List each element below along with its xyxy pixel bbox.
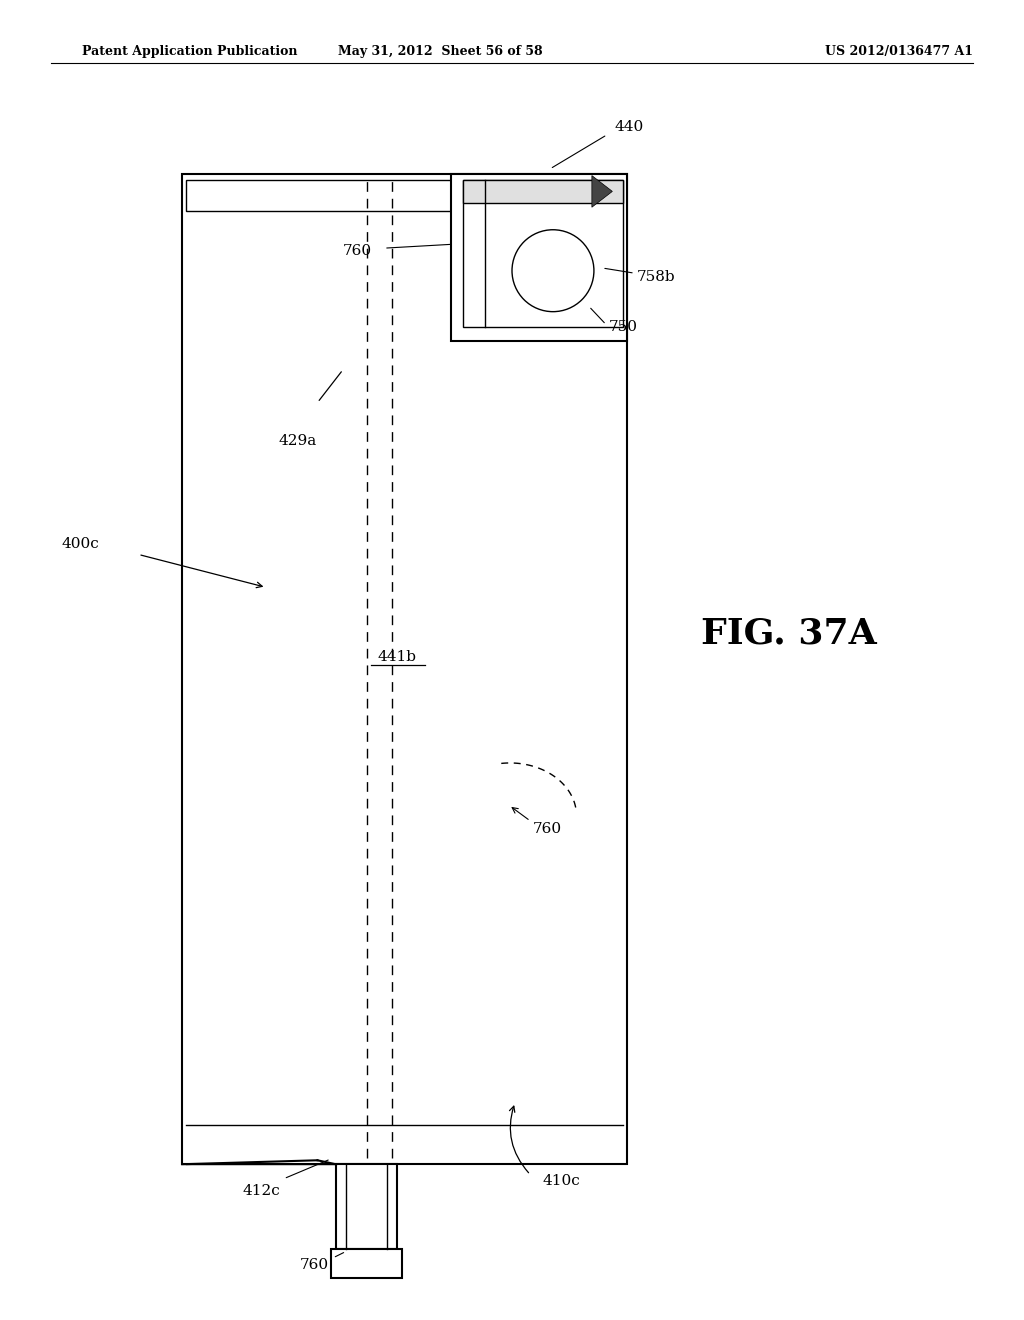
Text: 412c: 412c: [243, 1184, 281, 1197]
Text: 760: 760: [300, 1258, 329, 1271]
Text: 441b: 441b: [378, 651, 417, 664]
Text: 758b: 758b: [637, 271, 676, 284]
Polygon shape: [592, 176, 612, 207]
Text: 429a: 429a: [279, 434, 316, 447]
Bar: [336, 1164, 397, 1249]
Text: FIG. 37A: FIG. 37A: [700, 616, 877, 651]
Text: 440: 440: [614, 120, 644, 133]
Ellipse shape: [512, 230, 594, 312]
Text: May 31, 2012  Sheet 56 of 58: May 31, 2012 Sheet 56 of 58: [338, 45, 543, 58]
Bar: [182, 174, 627, 1164]
Text: 410c: 410c: [543, 1175, 581, 1188]
Bar: [186, 180, 623, 211]
Text: 750: 750: [608, 321, 637, 334]
Bar: [463, 180, 623, 327]
Text: US 2012/0136477 A1: US 2012/0136477 A1: [824, 45, 973, 58]
Bar: [331, 1249, 402, 1278]
Text: 760: 760: [343, 244, 372, 257]
Text: Patent Application Publication: Patent Application Publication: [82, 45, 297, 58]
Text: 400c: 400c: [61, 537, 99, 550]
Text: 760: 760: [532, 822, 561, 836]
Bar: [463, 180, 623, 203]
Bar: [451, 174, 627, 341]
